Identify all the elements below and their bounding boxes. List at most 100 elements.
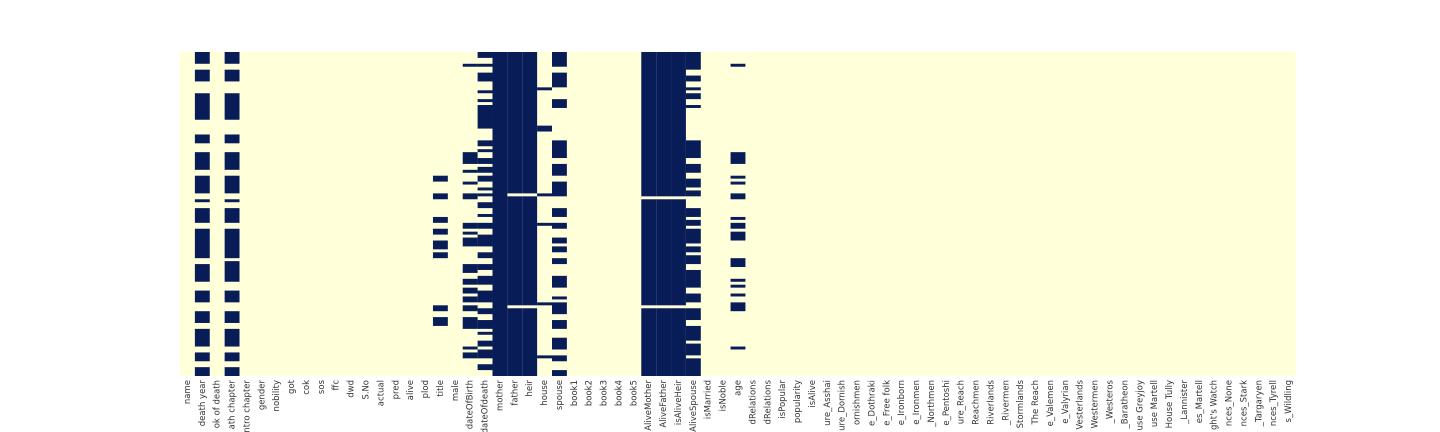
missing-cell-col-31-seg-0 bbox=[641, 52, 657, 197]
missing-cell-col-20-seg-13 bbox=[477, 202, 493, 209]
missing-cell-col-19-seg-13 bbox=[462, 317, 478, 329]
x-tick-label: popularity bbox=[793, 380, 803, 423]
missing-cell-col-20-seg-1 bbox=[477, 63, 493, 67]
missing-cell-col-34-seg-10 bbox=[685, 219, 701, 226]
x-tick-label: book2 bbox=[585, 380, 595, 406]
missing-cell-col-3-seg-14 bbox=[224, 367, 240, 376]
missing-cell-col-24-seg-0 bbox=[537, 87, 552, 91]
missing-cell-col-24-seg-1 bbox=[537, 125, 552, 132]
x-tick-label: father bbox=[510, 380, 520, 406]
missing-cell-col-20-seg-20 bbox=[477, 290, 493, 303]
missing-cell-col-37-seg-4 bbox=[730, 193, 746, 200]
missing-cell-col-19-seg-2 bbox=[462, 169, 478, 173]
missing-cell-col-20-seg-21 bbox=[477, 308, 493, 315]
missing-cell-col-1-seg-6 bbox=[194, 199, 210, 203]
missing-cell-col-37-seg-13 bbox=[730, 346, 746, 350]
x-tick-label: nces_Stark bbox=[1239, 380, 1249, 426]
missing-cell-col-23-seg-1 bbox=[522, 196, 538, 306]
x-tick-label: _Baratheon bbox=[1120, 380, 1130, 430]
missing-cell-col-34-seg-16 bbox=[685, 308, 701, 321]
x-tick-label: actual bbox=[376, 380, 386, 406]
missing-cell-col-25-seg-10 bbox=[552, 258, 567, 265]
missing-cell-col-31-seg-1 bbox=[641, 199, 657, 306]
missing-cell-col-34-seg-3 bbox=[685, 93, 701, 100]
x-tick-label: ure_Reach bbox=[957, 380, 967, 424]
x-tick-label: e_Dothraki bbox=[867, 380, 877, 426]
missing-cell-col-25-seg-17 bbox=[552, 370, 567, 376]
x-tick-label: dateOfdeath bbox=[481, 380, 491, 432]
x-tick-label: House Tully bbox=[1165, 380, 1175, 428]
missing-cell-col-19-seg-14 bbox=[462, 346, 478, 350]
missing-cell-col-3-seg-12 bbox=[224, 328, 240, 347]
missing-cell-col-34-seg-2 bbox=[685, 87, 701, 91]
missing-cell-col-3-seg-2 bbox=[224, 93, 240, 120]
x-tick-label: e_Valyrian bbox=[1061, 380, 1071, 424]
missing-cell-col-33-seg-2 bbox=[671, 308, 686, 376]
x-tick-label: dRelations bbox=[748, 379, 758, 424]
missing-cell-col-3-seg-9 bbox=[224, 261, 240, 282]
x-tick-label: spouse bbox=[555, 380, 565, 410]
x-tick-label: nces_Tyrell bbox=[1269, 380, 1279, 426]
x-tick-label: heir bbox=[525, 380, 535, 397]
x-tick-label: book4 bbox=[614, 380, 624, 406]
x-tick-label: Westermen bbox=[1091, 380, 1101, 428]
missing-cell-col-19-seg-0 bbox=[462, 63, 478, 67]
missing-cell-col-19-seg-4 bbox=[462, 193, 478, 200]
missing-cell-col-1-seg-3 bbox=[194, 134, 210, 144]
missing-cell-col-22-seg-0 bbox=[507, 52, 523, 194]
x-tick-label: book5 bbox=[629, 380, 639, 406]
missing-cell-col-19-seg-3 bbox=[462, 181, 478, 185]
x-tick-label: cok bbox=[302, 380, 312, 395]
x-tick-label: _Targaryen bbox=[1254, 380, 1264, 427]
missing-cell-col-17-seg-0 bbox=[432, 175, 448, 182]
x-tick-label: _Westeros bbox=[1106, 379, 1116, 424]
missing-cell-col-20-seg-23 bbox=[477, 331, 493, 335]
x-tick-label: Stormlands bbox=[1016, 379, 1026, 428]
missing-cell-col-24-seg-3 bbox=[537, 222, 552, 226]
missing-cell-col-20-seg-11 bbox=[477, 187, 493, 191]
missing-cell-col-20-seg-6 bbox=[477, 140, 493, 147]
missing-cell-col-33-seg-0 bbox=[671, 52, 686, 197]
missing-cell-col-34-seg-0 bbox=[685, 52, 701, 70]
x-tick-label: AliveSpouse bbox=[689, 380, 699, 432]
x-tick-label: age bbox=[734, 380, 744, 396]
missing-cell-col-20-seg-22 bbox=[477, 320, 493, 329]
missing-cell-col-20-seg-5 bbox=[477, 105, 493, 129]
missing-cell-col-20-seg-19 bbox=[477, 275, 493, 285]
missing-cell-col-20-seg-2 bbox=[477, 72, 493, 82]
x-tick-label: isAliveHeir bbox=[674, 380, 684, 426]
missing-cell-col-25-seg-5 bbox=[552, 181, 567, 197]
missing-cell-col-19-seg-9 bbox=[462, 278, 478, 285]
missing-cell-col-34-seg-7 bbox=[685, 178, 701, 188]
x-tick-label: male bbox=[451, 380, 461, 401]
missing-cell-col-3-seg-5 bbox=[224, 175, 240, 194]
missing-cell-col-31-seg-2 bbox=[641, 308, 657, 376]
missing-cell-col-37-seg-6 bbox=[730, 222, 746, 229]
missing-cell-col-17-seg-2 bbox=[432, 216, 448, 223]
missing-cell-col-24-seg-2 bbox=[537, 193, 552, 197]
missing-cell-col-25-seg-13 bbox=[552, 302, 567, 315]
x-tick-label: Riverlands bbox=[986, 379, 996, 424]
x-tick-label: mother bbox=[495, 380, 505, 411]
missing-cell-col-1-seg-13 bbox=[194, 352, 210, 362]
missing-cell-col-25-seg-14 bbox=[552, 320, 567, 329]
x-tick-label: dRelations bbox=[763, 379, 773, 424]
x-tick-label: isNoble bbox=[719, 380, 729, 411]
missing-cell-col-3-seg-6 bbox=[224, 199, 240, 203]
x-tick-label: Vesterlands bbox=[1076, 379, 1086, 429]
missing-cell-col-24-seg-4 bbox=[537, 302, 552, 306]
x-tick-label: house bbox=[540, 380, 550, 406]
missing-cell-col-1-seg-4 bbox=[194, 152, 210, 170]
missing-cell-col-1-seg-12 bbox=[194, 328, 210, 347]
missing-cell-col-37-seg-3 bbox=[730, 181, 746, 185]
missing-cell-col-1-seg-10 bbox=[194, 290, 210, 303]
missing-cell-col-3-seg-11 bbox=[224, 311, 240, 323]
missing-cell-col-25-seg-7 bbox=[552, 222, 567, 229]
missing-cell-col-37-seg-8 bbox=[730, 258, 746, 268]
missing-cell-col-17-seg-3 bbox=[432, 228, 448, 235]
missing-cell-col-20-seg-24 bbox=[477, 340, 493, 347]
x-tick-label: ure_Asshai bbox=[823, 380, 833, 426]
x-tick-label: e_Pentoshi bbox=[942, 380, 952, 426]
missing-cell-col-37-seg-9 bbox=[730, 278, 746, 282]
x-tick-label: es_Martell bbox=[1195, 380, 1205, 423]
